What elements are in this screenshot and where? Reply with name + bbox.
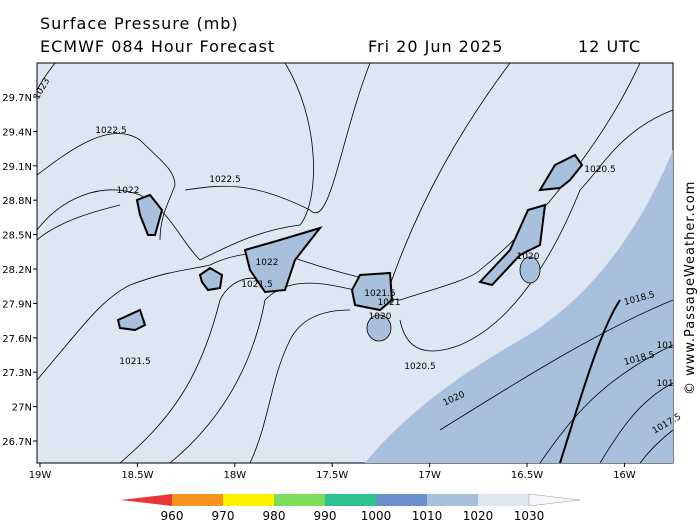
lat-label: 29.7N xyxy=(2,93,32,104)
contour-label: 1020.5 xyxy=(404,362,436,372)
colorbar-label: 1030 xyxy=(514,509,545,523)
island-shade xyxy=(519,256,541,284)
lon-label: 19W xyxy=(29,470,52,481)
lon-label: 16W xyxy=(613,470,636,481)
contour-label: 1021 xyxy=(378,298,401,308)
colorbar-label: 1010 xyxy=(412,509,443,523)
lat-label: 29.1N xyxy=(2,162,32,173)
colorbar-label: 990 xyxy=(314,509,337,523)
contour-label: 1021.5 xyxy=(119,357,151,367)
lon-label: 18W xyxy=(223,470,246,481)
lat-label: 28.5N xyxy=(2,231,32,242)
colorbar-label: 970 xyxy=(212,509,235,523)
contour-label: 1020.5 xyxy=(584,165,616,175)
island-shade xyxy=(366,314,392,342)
shaded-region xyxy=(365,150,673,463)
lat-label: 27.3N xyxy=(2,368,32,379)
copyright: © www.PassageWeather.com xyxy=(683,181,698,395)
lat-label: 27.9N xyxy=(2,299,32,310)
lat-label: 27.6N xyxy=(2,334,32,345)
contour-label: 101 xyxy=(656,341,673,351)
time: 12 UTC xyxy=(578,37,641,56)
contour-label: 1021.5 xyxy=(241,280,273,290)
lon-label: 17.5W xyxy=(316,470,348,481)
lon-label: 18.5W xyxy=(121,470,153,481)
contour-label: 1022.5 xyxy=(209,175,241,185)
lat-label: 26.7N xyxy=(2,437,32,448)
title: Surface Pressure (mb) xyxy=(40,14,239,33)
lat-label: 27N xyxy=(12,403,32,414)
lat-label: 29.4N xyxy=(2,127,32,138)
lat-label: 28.8N xyxy=(2,196,32,207)
colorbar-label: 960 xyxy=(161,509,184,523)
lon-label: 16.5W xyxy=(511,470,543,481)
date: Fri 20 Jun 2025 xyxy=(368,37,503,56)
contour-label: 1021.5 xyxy=(364,289,396,299)
contour-label: 1022 xyxy=(117,186,140,196)
colorbar: 960 970 980 990 1000 1010 1020 1030 xyxy=(120,493,581,523)
lon-label: 17W xyxy=(418,470,441,481)
colorbar-label: 1020 xyxy=(463,509,494,523)
model: ECMWF 084 Hour Forecast xyxy=(40,37,275,56)
contour-label: 1022.5 xyxy=(95,126,127,136)
map: 10231022.51022.5102210221021.51021.51021… xyxy=(32,62,683,464)
contour-label: 101 xyxy=(656,379,673,389)
contour-label: 1022 xyxy=(256,258,279,268)
contour-label: 1020 xyxy=(369,312,392,322)
islands xyxy=(116,153,584,342)
colorbar-label: 980 xyxy=(263,509,286,523)
contour-label: 1020 xyxy=(517,252,540,262)
lat-label: 28.2N xyxy=(2,265,32,276)
colorbar-label: 1000 xyxy=(361,509,392,523)
